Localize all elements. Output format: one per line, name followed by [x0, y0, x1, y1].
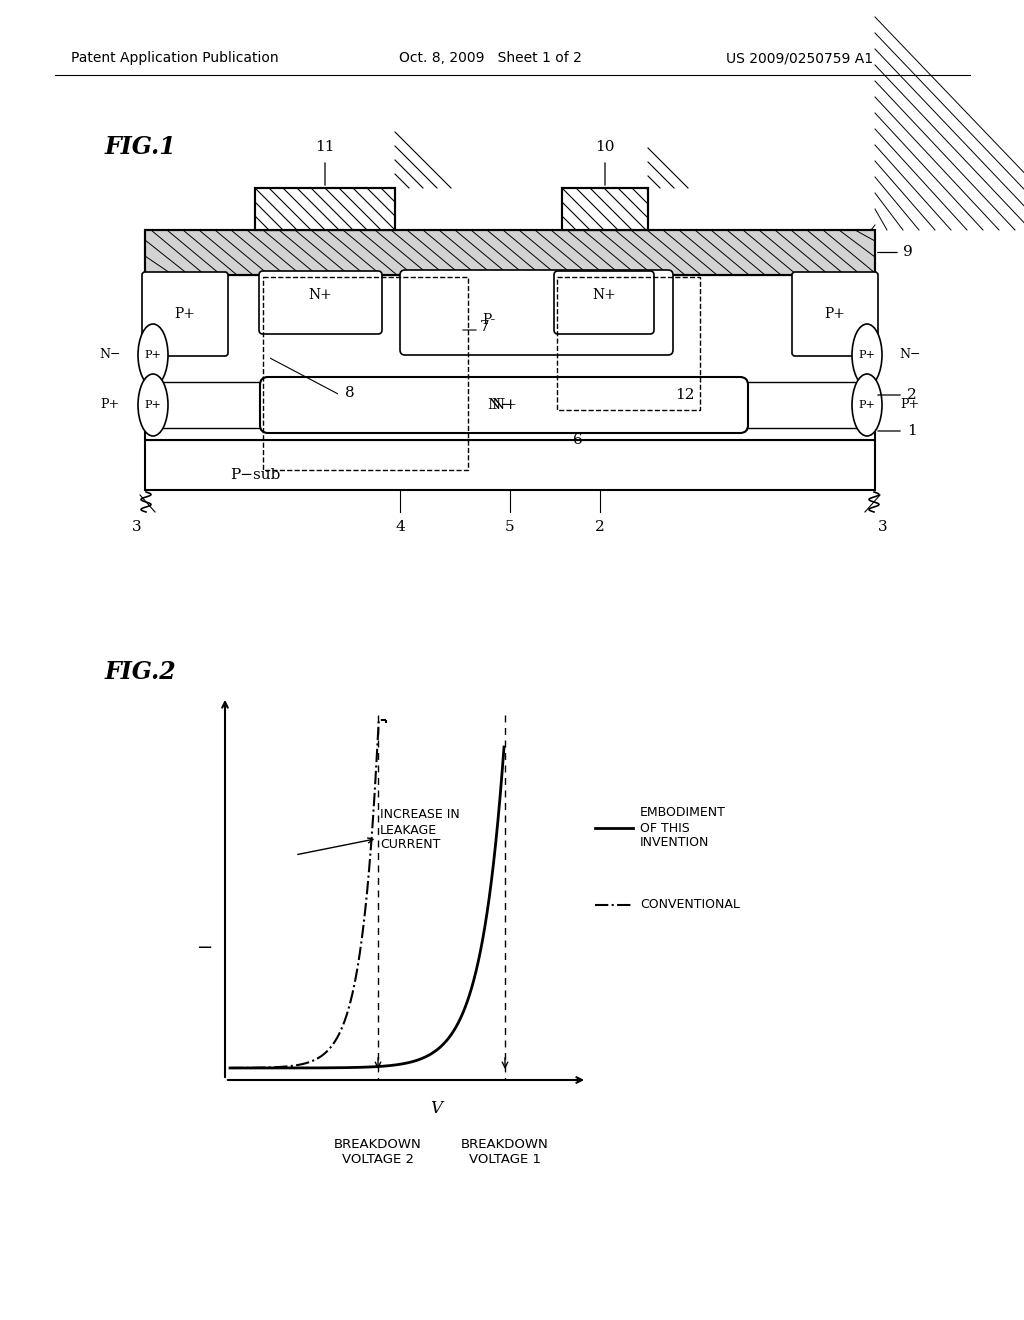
Text: P+: P+ [824, 308, 846, 321]
Text: −: − [197, 939, 213, 957]
Text: P+: P+ [144, 350, 162, 360]
Text: BREAKDOWN
VOLTAGE 2: BREAKDOWN VOLTAGE 2 [334, 1138, 422, 1166]
Text: P+: P+ [174, 308, 196, 321]
Text: CONVENTIONAL: CONVENTIONAL [640, 899, 740, 912]
Bar [562, 187, 648, 230]
Bar [263, 277, 468, 470]
Bar [145, 440, 874, 490]
Ellipse shape [138, 323, 168, 385]
Bar [145, 275, 874, 440]
Text: 11: 11 [315, 140, 335, 154]
Text: N+: N+ [490, 399, 517, 412]
Ellipse shape [852, 374, 882, 436]
Text: P+: P+ [100, 399, 120, 412]
Ellipse shape [138, 374, 168, 436]
Text: 3: 3 [879, 520, 888, 535]
Text: 5: 5 [505, 520, 515, 535]
Text: 2: 2 [907, 388, 916, 403]
FancyBboxPatch shape [142, 272, 228, 356]
Text: N−: N− [99, 348, 121, 362]
Text: 2: 2 [595, 520, 605, 535]
FancyBboxPatch shape [554, 271, 654, 334]
Text: N−: N− [899, 348, 921, 362]
Bar [145, 230, 874, 275]
Bar [145, 230, 874, 275]
Text: BREAKDOWN
VOLTAGE 1: BREAKDOWN VOLTAGE 1 [461, 1138, 549, 1166]
Text: N+: N+ [308, 288, 333, 302]
Text: FIG.1: FIG.1 [105, 135, 177, 158]
FancyBboxPatch shape [400, 271, 673, 355]
Text: P-: P- [482, 313, 496, 327]
Text: V: V [430, 1100, 442, 1117]
Text: 8: 8 [345, 385, 354, 400]
Text: INCREASE IN
LEAKAGE
CURRENT: INCREASE IN LEAKAGE CURRENT [298, 808, 460, 854]
Text: 9: 9 [903, 246, 912, 260]
Text: 10: 10 [595, 140, 614, 154]
Bar [557, 277, 700, 411]
Text: P+: P+ [144, 400, 162, 411]
Text: 3: 3 [132, 520, 141, 535]
FancyBboxPatch shape [260, 378, 748, 433]
Text: 6: 6 [573, 433, 583, 447]
Text: P+: P+ [858, 350, 876, 360]
Text: 12: 12 [675, 388, 694, 403]
Bar [255, 187, 395, 230]
Text: 4: 4 [395, 520, 404, 535]
FancyBboxPatch shape [259, 271, 382, 334]
Text: FIG.2: FIG.2 [105, 660, 177, 684]
Text: Patent Application Publication: Patent Application Publication [72, 51, 279, 65]
Text: N+: N+ [592, 288, 615, 302]
Bar [562, 187, 648, 230]
Text: P+: P+ [900, 399, 920, 412]
Ellipse shape [852, 323, 882, 385]
Text: 7: 7 [480, 319, 489, 334]
Text: P+: P+ [858, 400, 876, 411]
Text: Oct. 8, 2009   Sheet 1 of 2: Oct. 8, 2009 Sheet 1 of 2 [398, 51, 582, 65]
FancyBboxPatch shape [792, 272, 878, 356]
Text: EMBODIMENT
OF THIS
INVENTION: EMBODIMENT OF THIS INVENTION [640, 807, 726, 850]
Text: N−: N− [487, 399, 513, 412]
Bar [255, 187, 395, 230]
Text: P−sub: P−sub [230, 469, 281, 482]
Text: US 2009/0250759 A1: US 2009/0250759 A1 [726, 51, 873, 65]
Text: 1: 1 [907, 424, 916, 438]
